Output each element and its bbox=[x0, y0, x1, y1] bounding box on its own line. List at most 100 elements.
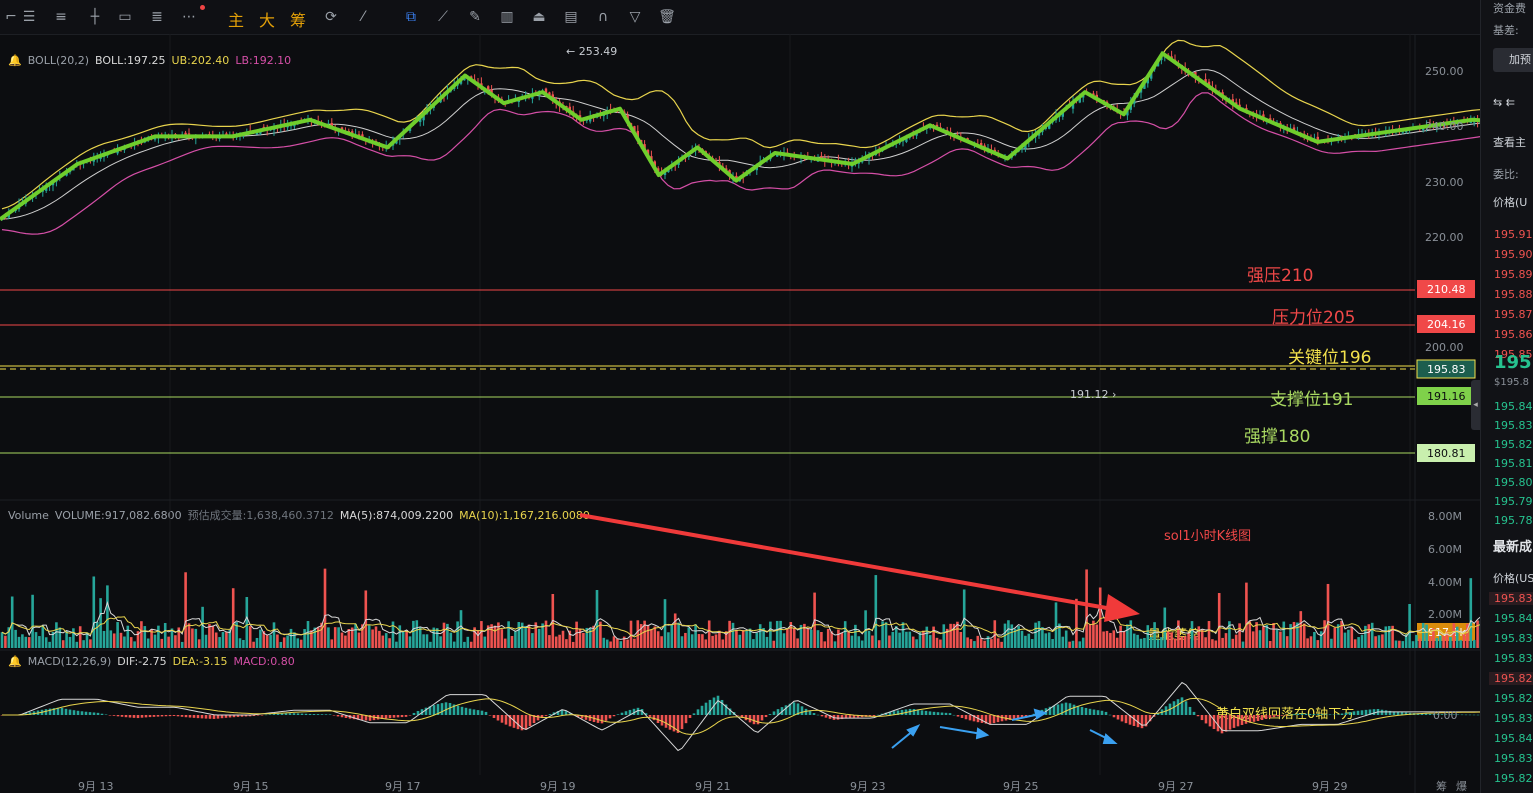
crosshair-line-icon[interactable]: ┼ bbox=[90, 9, 100, 25]
volume-bar bbox=[544, 620, 548, 648]
price-row[interactable]: 195.89 bbox=[1494, 268, 1533, 281]
big-order-button[interactable]: 大 bbox=[259, 11, 276, 30]
volume-bar bbox=[554, 636, 558, 648]
price-row[interactable]: 195.90 bbox=[1494, 248, 1533, 261]
volume-bar bbox=[1007, 620, 1010, 648]
volume-bar bbox=[1309, 636, 1313, 648]
more-tools-icon[interactable]: ⋯ bbox=[182, 9, 196, 25]
volume-bar bbox=[1374, 636, 1377, 648]
volume-bar bbox=[231, 588, 235, 648]
macd-bar bbox=[1088, 708, 1092, 715]
boll-lb-value: LB:192.10 bbox=[235, 54, 292, 67]
volume-bar bbox=[1381, 634, 1384, 648]
channel-icon[interactable]: ≡ bbox=[55, 9, 67, 25]
volume-bars bbox=[0, 568, 1480, 648]
macd-value: MACD:0.80 bbox=[233, 655, 295, 668]
book-layout-icon[interactable]: ⇆ ⇇ bbox=[1493, 96, 1515, 109]
filter-icon[interactable]: ▽ bbox=[629, 9, 641, 25]
volume-bar bbox=[1092, 620, 1095, 648]
kline-chart[interactable]: 强压210 压力位205 关键位196 支撑位191 强撑180 ← 253.4… bbox=[0, 0, 1480, 793]
price-row[interactable]: 195.78 bbox=[1494, 514, 1533, 527]
volume-bar bbox=[1370, 622, 1374, 648]
volume-bar bbox=[714, 634, 718, 648]
add-alert-button[interactable]: 加预 bbox=[1493, 48, 1533, 72]
macd-bell-icon[interactable]: 🔔 bbox=[8, 655, 22, 668]
volume-bar bbox=[915, 639, 918, 648]
macd-bar bbox=[1472, 714, 1476, 716]
magnet-icon[interactable]: ∩ bbox=[597, 9, 609, 25]
pen-icon[interactable]: ✎ bbox=[469, 9, 481, 25]
volume-bar bbox=[1347, 629, 1350, 648]
volume-bar bbox=[1408, 604, 1411, 648]
boll-mid-band bbox=[1, 69, 1480, 220]
volume-bar bbox=[1333, 627, 1337, 648]
hline-icon[interactable]: ☰ bbox=[22, 9, 36, 25]
candle-body bbox=[1316, 136, 1319, 140]
price-tick: 240.00 bbox=[1425, 120, 1464, 133]
trash-icon[interactable]: 🗑 bbox=[658, 9, 676, 25]
collapse-panel-handle[interactable]: ◂ bbox=[1471, 380, 1480, 430]
volume-bar bbox=[1109, 632, 1112, 648]
macd-bar bbox=[464, 707, 468, 715]
price-row[interactable]: 195.81 bbox=[1494, 457, 1533, 470]
price-row[interactable]: 195.79 bbox=[1494, 495, 1533, 508]
estimated-volume: 预估成交量:1,638,460.3712 bbox=[187, 509, 334, 522]
macd-dif-line bbox=[2, 681, 1480, 752]
macd-bar bbox=[136, 715, 140, 719]
volume-bar bbox=[1418, 638, 1422, 648]
price-row[interactable]: 195.87 bbox=[1494, 308, 1533, 321]
tag-last-price bbox=[1416, 359, 1476, 379]
chip-distribution-button[interactable]: 筹 bbox=[290, 11, 307, 30]
price-row[interactable]: 195.86 bbox=[1494, 328, 1533, 341]
macd-bar bbox=[1204, 715, 1208, 724]
volume-bar bbox=[177, 627, 181, 648]
text-tool-icon[interactable]: ≣ bbox=[151, 9, 163, 25]
price-row[interactable]: 195.88 bbox=[1494, 288, 1533, 301]
ruler-icon[interactable]: ⟋ bbox=[438, 9, 448, 25]
price-row[interactable]: 195.85 bbox=[1494, 348, 1533, 361]
volume-bar bbox=[235, 622, 238, 648]
volume-bar bbox=[211, 625, 215, 648]
layers-icon[interactable]: ⧉ bbox=[406, 9, 416, 25]
measure-icon[interactable]: ⁄ bbox=[361, 9, 365, 25]
volume-bar bbox=[1401, 641, 1405, 648]
volume-bar bbox=[721, 639, 725, 648]
macd-bar bbox=[300, 713, 304, 715]
volume-bar bbox=[412, 620, 415, 648]
volume-bar bbox=[1047, 632, 1051, 648]
drawing-cursor-icon[interactable]: ⌐ bbox=[5, 9, 17, 25]
bell-icon[interactable]: 🔔 bbox=[8, 54, 22, 67]
macd-bar bbox=[408, 715, 412, 716]
price-row[interactable]: 195.84 bbox=[1494, 400, 1533, 413]
macd-bar bbox=[152, 715, 156, 717]
alert-icon[interactable]: ⏏ bbox=[532, 9, 546, 25]
footer-chip-button[interactable]: 筹 bbox=[1436, 779, 1447, 793]
candle-body bbox=[905, 138, 908, 142]
price-row[interactable]: 195.83 bbox=[1494, 419, 1533, 432]
rectangle-icon[interactable]: ▭ bbox=[118, 9, 132, 25]
macd-bar bbox=[1252, 715, 1256, 722]
price-row[interactable]: 195.91 bbox=[1494, 228, 1533, 241]
volume-bar bbox=[228, 629, 232, 648]
note-icon[interactable]: ▤ bbox=[564, 9, 578, 25]
price-row[interactable]: 195.80 bbox=[1494, 476, 1533, 489]
view-main-label[interactable]: 查看主 bbox=[1493, 136, 1526, 149]
replay-icon[interactable]: ⟳ bbox=[325, 9, 337, 25]
volume-bar bbox=[993, 620, 997, 648]
volume-bar bbox=[221, 632, 225, 648]
main-indicator-button[interactable]: 主 bbox=[228, 11, 245, 30]
macd-bar bbox=[304, 713, 308, 715]
macd-bar bbox=[192, 715, 196, 718]
footer-burst-button[interactable]: 爆 bbox=[1456, 779, 1467, 793]
volume-bar bbox=[303, 629, 306, 648]
candle-type-icon[interactable]: ▥ bbox=[500, 9, 514, 25]
volume-bar bbox=[1054, 602, 1058, 648]
macd-bar bbox=[1400, 712, 1404, 715]
date-tick: 9月 25 bbox=[1003, 780, 1039, 793]
volume-bar bbox=[806, 627, 810, 648]
volume-bar bbox=[792, 627, 796, 648]
volume-bar bbox=[1282, 621, 1286, 648]
volume-bar bbox=[89, 639, 92, 648]
macd-bar bbox=[856, 715, 860, 718]
price-row[interactable]: 195.82 bbox=[1494, 438, 1533, 451]
